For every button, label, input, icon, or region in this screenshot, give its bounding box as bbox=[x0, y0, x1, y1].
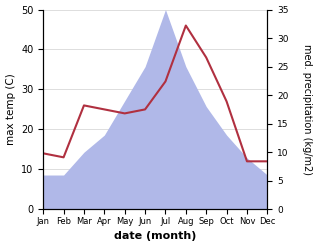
Y-axis label: med. precipitation (kg/m2): med. precipitation (kg/m2) bbox=[302, 44, 313, 175]
X-axis label: date (month): date (month) bbox=[114, 231, 197, 242]
Y-axis label: max temp (C): max temp (C) bbox=[5, 74, 16, 145]
